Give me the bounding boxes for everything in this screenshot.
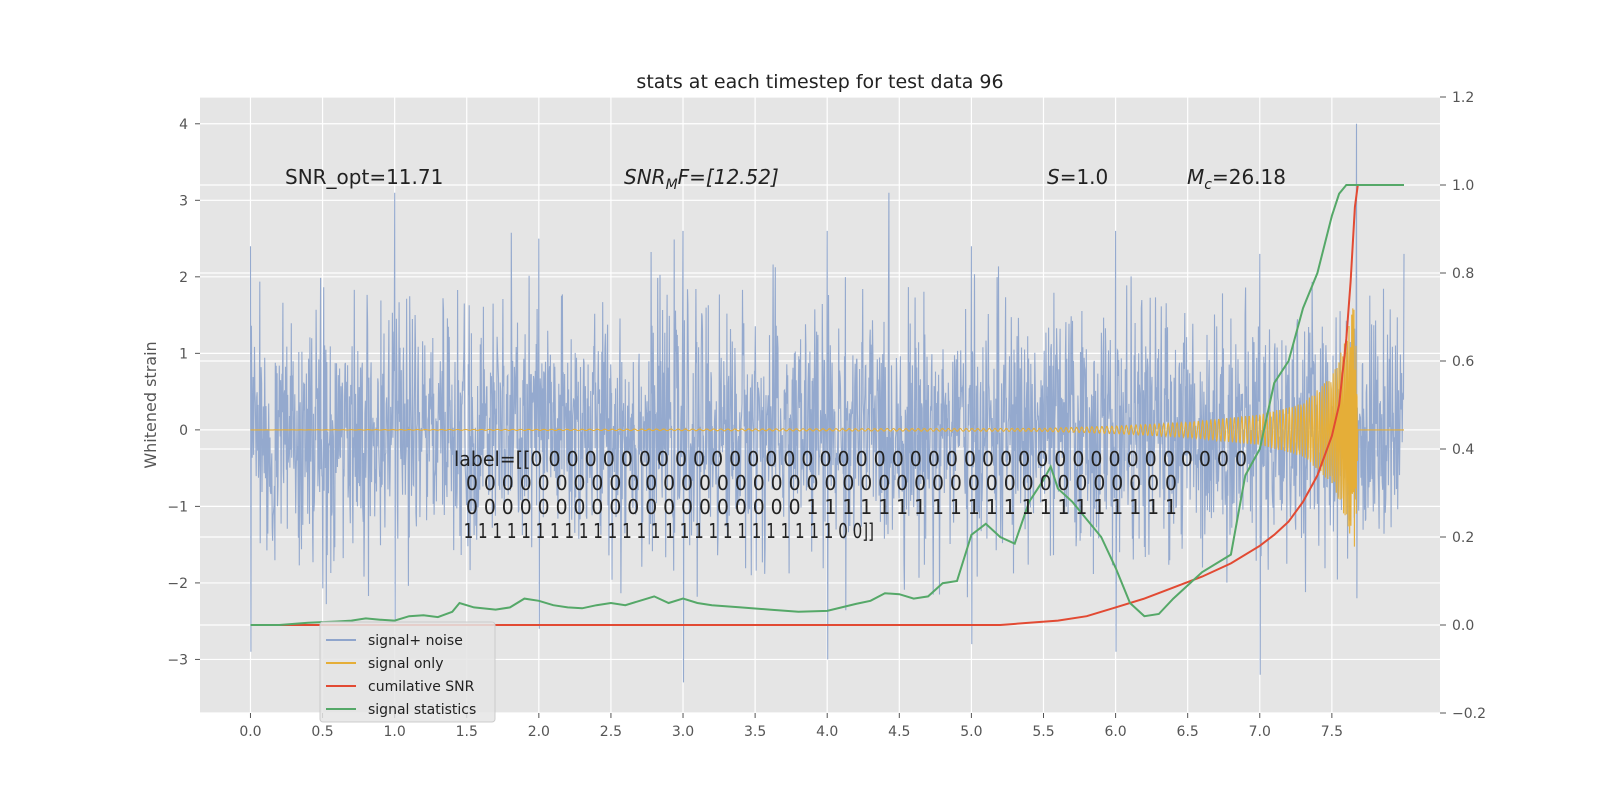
s-rest: =1.0 xyxy=(1060,165,1109,189)
x-tick-label-10: 5.0 xyxy=(960,724,982,740)
legend: signal+ noise signal only cumilative SNR… xyxy=(319,621,496,723)
y-axis-left: −3 −2 −1 0 1 2 3 4 xyxy=(167,117,200,668)
signal-only-line xyxy=(250,308,1404,547)
yr-tick-label-7: 1.2 xyxy=(1452,90,1474,106)
yr-tick-label-5: 0.8 xyxy=(1452,266,1474,282)
annotation-snr-opt: SNR_opt=11.71 xyxy=(285,165,443,189)
label-line-2: 0 0 0 0 0 0 0 0 0 0 0 0 0 0 0 0 0 0 0 0 … xyxy=(454,471,1177,495)
x-tick-label-3: 1.5 xyxy=(456,724,478,740)
x-tick-label-1: 0.5 xyxy=(311,724,333,740)
y-tick-label-5: 2 xyxy=(179,270,188,286)
label-line-4: 1 1 1 1 1 1 1 1 1 1 1 1 1 1 1 1 1 1 1 1 … xyxy=(454,519,874,543)
mc-sub: c xyxy=(1204,177,1212,193)
label-line-3: 0 0 0 0 0 0 0 0 0 0 0 0 0 0 0 0 0 0 0 1 … xyxy=(454,495,1177,519)
x-tick-label-11: 5.5 xyxy=(1032,724,1054,740)
signal-series xyxy=(250,308,1404,547)
x-tick-label-4: 2.0 xyxy=(528,724,550,740)
y-axis-label: Whitened strain xyxy=(141,341,160,468)
x-tick-label-0: 0.0 xyxy=(239,724,261,740)
x-tick-label-12: 6.0 xyxy=(1104,724,1126,740)
cumulative-snr-line xyxy=(250,184,1404,626)
noise-series xyxy=(249,123,1405,683)
chart-title: stats at each timestep for test data 96 xyxy=(636,71,1003,93)
y-tick-label-1: −2 xyxy=(167,576,188,592)
y-tick-label-2: −1 xyxy=(167,499,188,515)
x-axis: 0.0 0.5 1.0 1.5 2.0 2.5 3.0 3.5 4.0 4.5 5.0 5.5 6.0 6… xyxy=(239,713,1343,740)
snr-mf-rest: F=[12.52] xyxy=(678,165,779,189)
annotation-mc: Mc=26.18 xyxy=(1187,165,1286,193)
y-tick-label-0: −3 xyxy=(167,652,188,668)
yr-tick-label-2: 0.2 xyxy=(1452,530,1474,546)
signal-statistics-series xyxy=(250,184,1404,626)
yr-tick-label-3: 0.4 xyxy=(1452,442,1474,458)
yr-tick-label-0: −0.2 xyxy=(1452,706,1486,722)
x-tick-label-7: 3.5 xyxy=(744,724,766,740)
yr-tick-label-6: 1.0 xyxy=(1452,178,1474,194)
yr-tick-label-4: 0.6 xyxy=(1452,354,1474,370)
yr-tick-label-1: 0.0 xyxy=(1452,618,1474,634)
x-tick-label-9: 4.5 xyxy=(888,724,910,740)
signal-noise-line xyxy=(249,123,1405,683)
y-axis-right: −0.2 0.0 0.2 0.4 0.6 0.8 1.0 1.2 xyxy=(1440,90,1486,722)
y-tick-label-3: 0 xyxy=(179,423,188,439)
x-tick-label-8: 4.0 xyxy=(816,724,838,740)
legend-label-signal: signal only xyxy=(368,656,443,672)
x-tick-label-2: 1.0 xyxy=(384,724,406,740)
snr-mf-main: SNR xyxy=(624,165,666,189)
cumulative-snr-series xyxy=(250,184,1404,626)
label-line-1: label=[[0 0 0 0 0 0 0 0 0 0 0 0 0 0 0 0 … xyxy=(454,447,1247,471)
mc-main: M xyxy=(1187,165,1204,189)
y-tick-label-7: 4 xyxy=(179,117,188,133)
y-tick-label-4: 1 xyxy=(179,346,188,362)
label-annotation: label=[[0 0 0 0 0 0 0 0 0 0 0 0 0 0 0 0 … xyxy=(454,447,1247,543)
x-tick-label-5: 2.5 xyxy=(600,724,622,740)
snr-mf-sub: M xyxy=(666,177,678,193)
legend-label-noise: signal+ noise xyxy=(368,633,463,649)
legend-box xyxy=(319,621,496,723)
mc-rest: =26.18 xyxy=(1212,165,1286,189)
x-tick-label-6: 3.0 xyxy=(672,724,694,740)
annotation-snr-mf: SNRMF=[12.52] xyxy=(624,165,779,193)
s-main: S xyxy=(1047,165,1060,189)
legend-label-snr: cumilative SNR xyxy=(368,679,475,695)
x-tick-label-14: 7.0 xyxy=(1249,724,1271,740)
x-tick-label-15: 7.5 xyxy=(1321,724,1343,740)
y-tick-label-6: 3 xyxy=(179,193,188,209)
signal-statistics-line xyxy=(250,184,1404,626)
annotation-s: S=1.0 xyxy=(1047,165,1108,189)
legend-label-stats: signal statistics xyxy=(368,702,476,718)
x-tick-label-13: 6.5 xyxy=(1177,724,1199,740)
